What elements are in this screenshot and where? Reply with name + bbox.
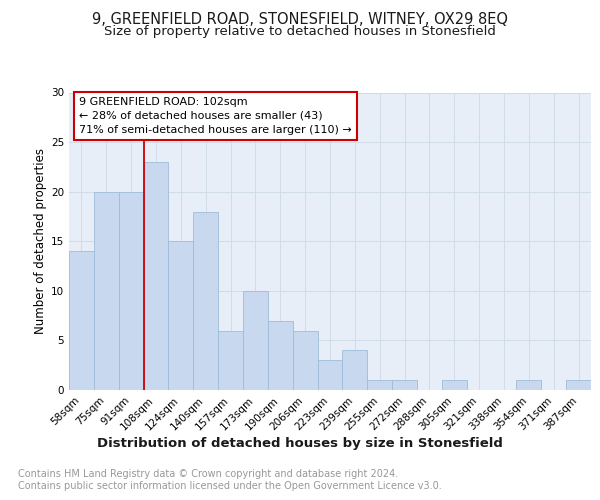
Bar <box>94 192 119 390</box>
Bar <box>392 380 417 390</box>
Bar <box>317 360 343 390</box>
Y-axis label: Number of detached properties: Number of detached properties <box>34 148 47 334</box>
Bar <box>243 291 268 390</box>
Bar <box>293 330 317 390</box>
Text: 9, GREENFIELD ROAD, STONESFIELD, WITNEY, OX29 8EQ: 9, GREENFIELD ROAD, STONESFIELD, WITNEY,… <box>92 12 508 28</box>
Bar <box>343 350 367 390</box>
Bar <box>169 242 193 390</box>
Text: Distribution of detached houses by size in Stonesfield: Distribution of detached houses by size … <box>97 438 503 450</box>
Text: Contains public sector information licensed under the Open Government Licence v3: Contains public sector information licen… <box>18 481 442 491</box>
Bar <box>442 380 467 390</box>
Text: 9 GREENFIELD ROAD: 102sqm
← 28% of detached houses are smaller (43)
71% of semi-: 9 GREENFIELD ROAD: 102sqm ← 28% of detac… <box>79 97 352 135</box>
Text: Contains HM Land Registry data © Crown copyright and database right 2024.: Contains HM Land Registry data © Crown c… <box>18 469 398 479</box>
Bar <box>566 380 591 390</box>
Bar <box>218 330 243 390</box>
Bar <box>119 192 143 390</box>
Bar <box>517 380 541 390</box>
Text: Size of property relative to detached houses in Stonesfield: Size of property relative to detached ho… <box>104 25 496 38</box>
Bar <box>193 212 218 390</box>
Bar <box>143 162 169 390</box>
Bar <box>69 251 94 390</box>
Bar <box>367 380 392 390</box>
Bar <box>268 320 293 390</box>
